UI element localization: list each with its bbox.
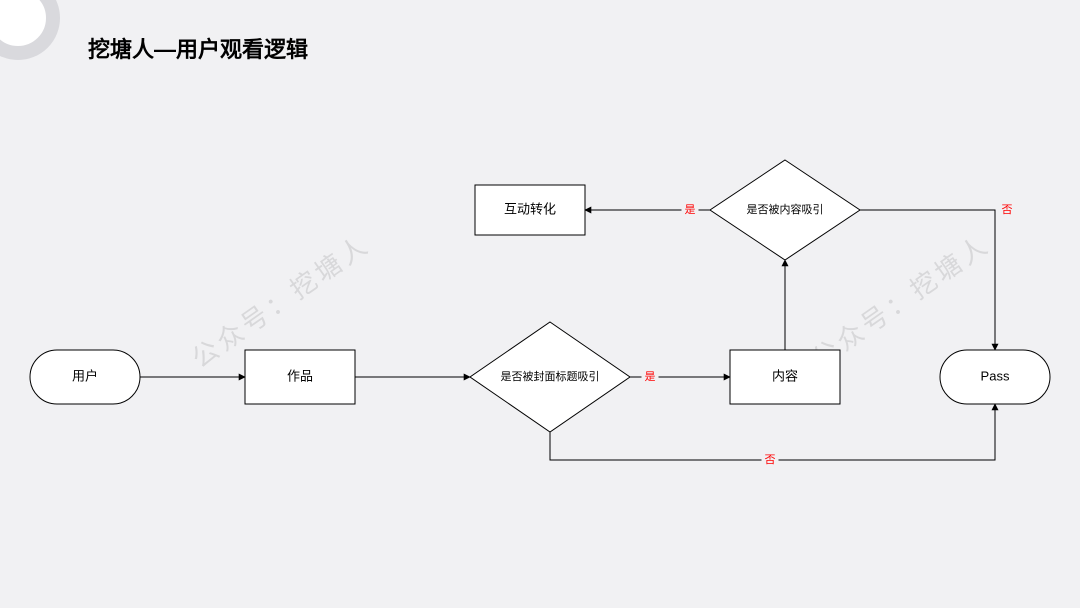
flow-edge	[860, 210, 995, 350]
flow-node-label: 是否被内容吸引	[747, 202, 824, 216]
flow-edge-label: 是	[685, 203, 696, 216]
flow-node-label: 用户	[72, 368, 98, 383]
flow-node-label: 内容	[772, 368, 798, 383]
flow-node-label: 是否被封面标题吸引	[501, 369, 600, 383]
flow-node-label: Pass	[981, 368, 1010, 383]
flow-edge-label: 否	[1002, 204, 1013, 216]
flowchart-diagram: 用户作品是否被封面标题吸引内容是否被内容吸引互动转化Pass是是否否	[0, 0, 1080, 608]
flow-node-label: 作品	[287, 368, 313, 383]
flow-edge-label: 是	[645, 370, 656, 383]
flow-edge-label: 否	[765, 454, 776, 466]
flow-node-label: 互动转化	[504, 201, 556, 216]
flow-edge	[550, 404, 995, 460]
